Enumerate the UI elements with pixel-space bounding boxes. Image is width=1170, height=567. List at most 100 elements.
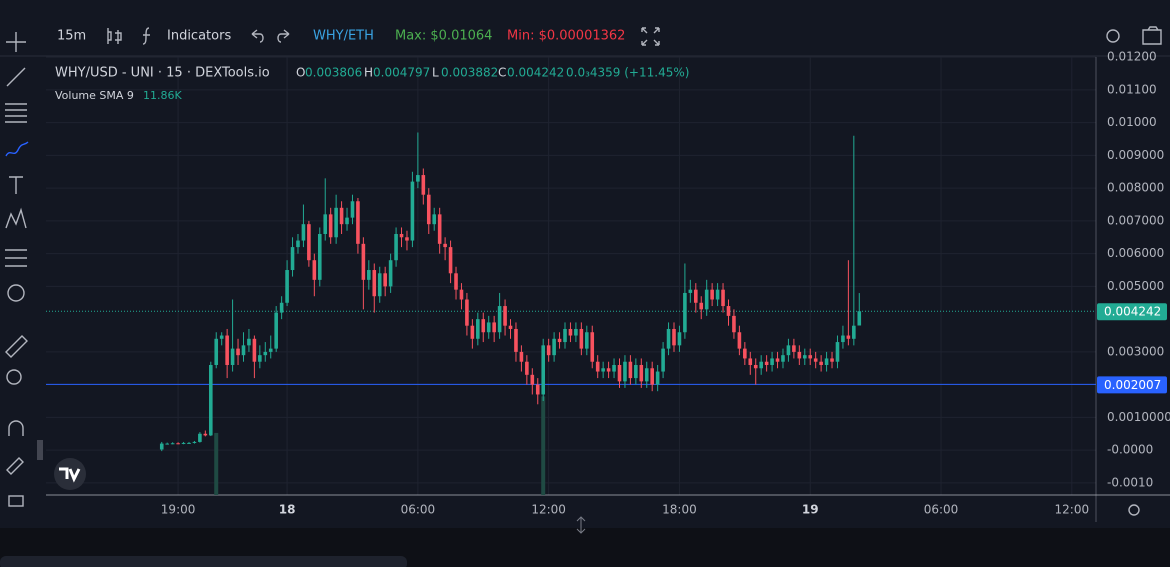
- magnet-tool[interactable]: [8, 420, 24, 436]
- indicators-button[interactable]: Indicators: [167, 29, 231, 44]
- candle-body: [813, 358, 818, 362]
- candle-body: [693, 289, 698, 303]
- candle-body: [432, 214, 437, 225]
- axis-settings[interactable]: [1128, 504, 1140, 516]
- candle-body: [508, 325, 513, 329]
- candle-body: [497, 306, 502, 333]
- volume-bar: [214, 432, 219, 495]
- chart-type-button[interactable]: [107, 28, 122, 44]
- measure-tool[interactable]: [5, 335, 28, 358]
- y-tick-label: 0.003000: [1107, 344, 1164, 358]
- candle-body: [470, 325, 475, 339]
- candle-body: [704, 289, 709, 310]
- candle-body: [192, 441, 197, 443]
- text-tool[interactable]: [9, 176, 23, 194]
- candle-body: [808, 355, 813, 359]
- resize-handle[interactable]: [576, 516, 586, 534]
- snapshot-button[interactable]: [1142, 26, 1162, 45]
- emoji-tool[interactable]: [7, 284, 25, 302]
- trendline-tool[interactable]: [6, 67, 26, 87]
- ohlc-value: 0.003806: [305, 66, 362, 80]
- candle-body: [476, 319, 480, 339]
- candle-body: [688, 289, 693, 293]
- candle-body: [208, 364, 213, 436]
- candle-body: [361, 243, 366, 280]
- candle-body: [394, 234, 398, 261]
- lock-tool[interactable]: [8, 495, 24, 507]
- indicator-name: Volume SMA 9: [55, 89, 134, 102]
- candle-body: [639, 364, 644, 382]
- candle-body: [416, 175, 420, 182]
- candle-body: [824, 358, 829, 365]
- candle-body: [405, 237, 409, 241]
- brush-tool[interactable]: [5, 141, 29, 157]
- candle-body: [312, 260, 317, 280]
- ohlc-key: H: [364, 66, 373, 80]
- candle-body: [230, 348, 235, 365]
- candle-body: [644, 368, 649, 382]
- x-tick-label: 18:00: [662, 503, 697, 517]
- prediction-tool[interactable]: [5, 249, 27, 267]
- candle-body: [715, 289, 720, 300]
- candle-body: [339, 207, 344, 225]
- candle-body: [650, 368, 654, 385]
- redo-button[interactable]: [277, 29, 290, 43]
- ohlc-value: 0.004242: [507, 66, 564, 80]
- max-label: Max: $0.01064: [395, 29, 492, 44]
- candle-body: [563, 328, 567, 343]
- pattern-tool[interactable]: [5, 207, 27, 229]
- candle-body: [743, 348, 747, 359]
- candle-body: [241, 345, 246, 356]
- x-tick-label: 18: [279, 503, 296, 517]
- candle-body: [465, 299, 469, 326]
- last-price-label: 0.004242: [1104, 305, 1161, 319]
- y-tick-label: 0.01100: [1107, 82, 1157, 96]
- x-tick-label: 19:00: [161, 503, 196, 517]
- interval[interactable]: 15m: [57, 29, 86, 44]
- candle-body: [557, 338, 562, 343]
- min-label: Min: $0.00001362: [507, 29, 625, 44]
- candle-body: [661, 348, 665, 372]
- candle-body: [541, 345, 546, 395]
- fullscreen-button[interactable]: [641, 27, 660, 46]
- candle-body: [421, 175, 426, 195]
- candle-body: [546, 345, 551, 356]
- candle-body: [486, 322, 491, 333]
- candle-body: [579, 328, 584, 349]
- candle-body: [503, 306, 507, 326]
- candle-body: [623, 361, 627, 382]
- candle-body: [443, 243, 447, 248]
- chart-title: WHY/USD - UNI · 15 · DEXTools.io: [55, 66, 270, 81]
- candle-body: [666, 328, 671, 349]
- candle-body: [263, 351, 268, 356]
- fx-icon[interactable]: [142, 27, 150, 45]
- candle-body: [187, 442, 191, 444]
- candle-body: [236, 348, 240, 356]
- ohlc-key: O: [296, 66, 305, 80]
- settings-button[interactable]: [1106, 29, 1120, 43]
- candle-body: [759, 361, 763, 369]
- candle-body: [290, 247, 295, 271]
- fib-tool[interactable]: [5, 103, 27, 123]
- candle-body: [176, 443, 180, 445]
- undo-button[interactable]: [251, 29, 264, 43]
- candle-body: [710, 289, 714, 300]
- zoom-tool[interactable]: [6, 369, 22, 385]
- candle-body: [677, 332, 682, 346]
- crosshair-tool[interactable]: [6, 32, 26, 52]
- candle-body: [617, 364, 622, 382]
- candle-body: [764, 361, 769, 365]
- candle-body: [797, 351, 802, 359]
- candle-body: [802, 355, 807, 359]
- candle-body: [606, 368, 611, 372]
- candle-body: [775, 358, 780, 362]
- candle-body: [388, 260, 393, 287]
- lock-drawings[interactable]: [6, 457, 24, 475]
- candle-body: [170, 443, 175, 445]
- ohlc-value: 0.003882: [441, 66, 498, 80]
- candle-body: [595, 361, 600, 372]
- candle-body: [328, 214, 333, 238]
- bottom-panel-tab[interactable]: [0, 556, 407, 567]
- candle-body: [350, 201, 355, 218]
